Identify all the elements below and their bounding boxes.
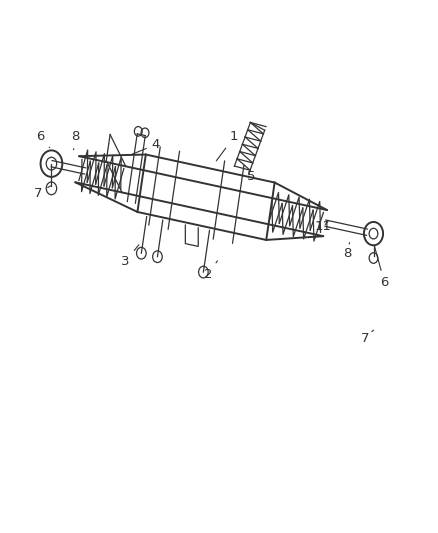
Text: 2: 2 bbox=[204, 261, 217, 281]
Text: 5: 5 bbox=[247, 170, 256, 183]
Text: 3: 3 bbox=[121, 245, 139, 268]
Text: 6: 6 bbox=[36, 130, 49, 148]
Text: 4: 4 bbox=[132, 138, 160, 154]
Text: 11: 11 bbox=[315, 220, 332, 233]
Text: 8: 8 bbox=[71, 130, 80, 150]
Text: 6: 6 bbox=[374, 245, 389, 289]
Text: 8: 8 bbox=[343, 243, 352, 260]
Text: 7: 7 bbox=[360, 330, 374, 344]
Text: 1: 1 bbox=[216, 130, 238, 161]
Text: 7: 7 bbox=[34, 186, 50, 200]
